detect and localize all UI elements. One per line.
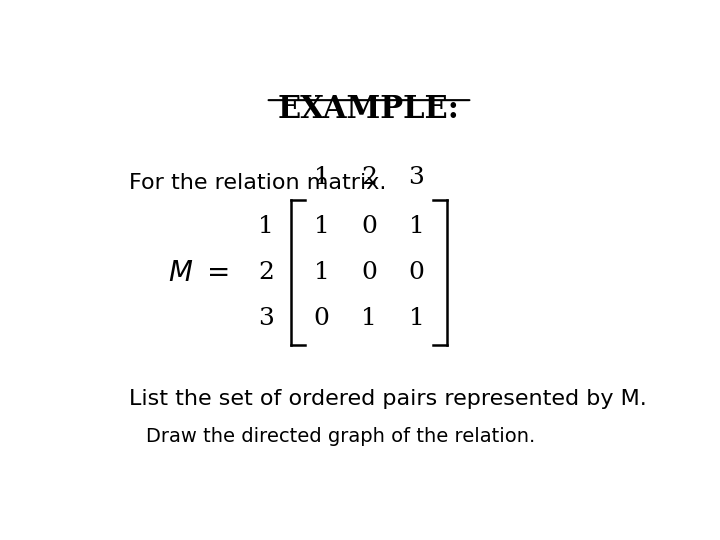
Text: Draw the directed graph of the relation.: Draw the directed graph of the relation. <box>145 427 535 446</box>
Text: 1: 1 <box>408 307 424 330</box>
Text: List the set of ordered pairs represented by M.: List the set of ordered pairs represente… <box>129 389 647 409</box>
Text: 0: 0 <box>314 307 330 330</box>
Text: EXAMPLE:: EXAMPLE: <box>278 94 460 125</box>
Text: 0: 0 <box>361 261 377 284</box>
Text: 1: 1 <box>408 215 424 239</box>
Text: 2: 2 <box>361 166 377 188</box>
Text: 1: 1 <box>361 307 377 330</box>
Text: 1: 1 <box>258 215 274 239</box>
Text: 3: 3 <box>408 166 424 188</box>
Text: 1: 1 <box>314 166 330 188</box>
Text: $M\ =$: $M\ =$ <box>168 259 229 287</box>
Text: For the relation matrix.: For the relation matrix. <box>129 173 387 193</box>
Text: 1: 1 <box>314 261 330 284</box>
Text: 3: 3 <box>258 307 274 330</box>
Text: 2: 2 <box>258 261 274 284</box>
Text: 0: 0 <box>408 261 424 284</box>
Text: 1: 1 <box>314 215 330 239</box>
Text: 0: 0 <box>361 215 377 239</box>
